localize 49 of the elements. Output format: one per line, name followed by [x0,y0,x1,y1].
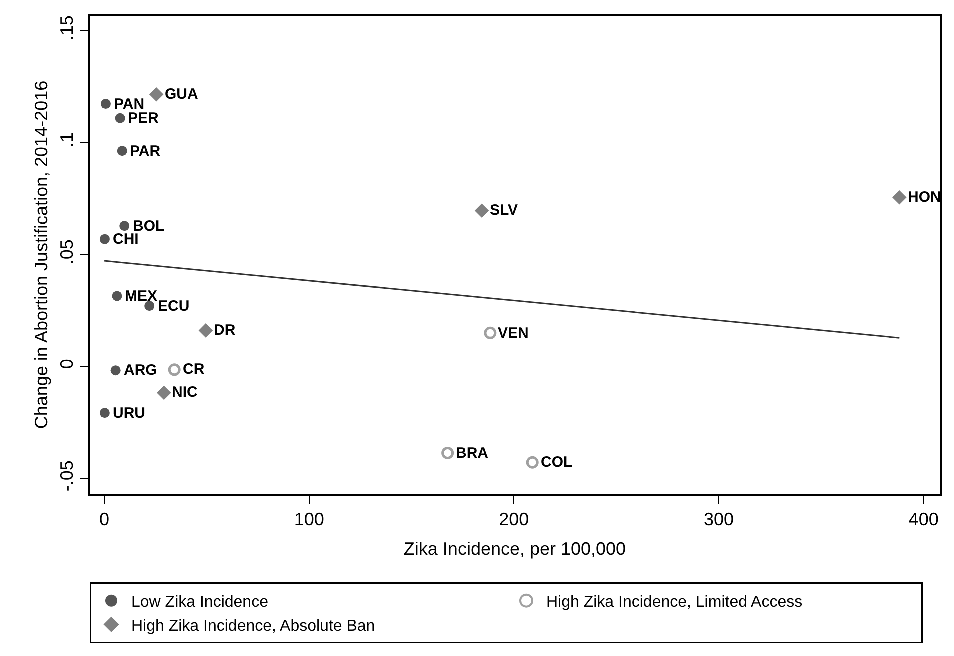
point [100,408,110,418]
point [115,113,126,124]
y-tick-label: .05 [57,240,78,265]
x-tick-label: 100 [294,509,324,530]
y-tick-label: -.05 [57,460,78,492]
annotation: VEN [498,325,529,342]
annotation: ECU [158,298,190,315]
annotation: DR [214,322,236,339]
y-tick-label: .15 [57,16,78,41]
point [168,364,181,376]
point [120,221,130,232]
point [484,326,497,340]
y-tick-label: 0 [57,359,78,370]
point [100,234,110,244]
annotation: URU [113,405,146,422]
x-tick-label: 0 [100,509,110,530]
annotation: BRA [456,445,489,462]
x-tick-label: 400 [908,509,939,530]
point [110,366,121,376]
annotation: GUA [165,86,198,103]
annotation: NIC [172,384,198,401]
point [100,99,111,110]
point [198,324,214,338]
annotation: COL [541,454,573,471]
annotation: PAN [114,96,145,113]
legend-label: High Zika Incidence, Absolute Ban [132,618,376,635]
point [526,456,539,469]
x-axis-title: Zika Incidence, per 100,000 [404,538,626,559]
point [112,291,122,302]
annotation: CR [183,361,205,378]
annotation: PER [128,110,160,127]
point [892,190,907,205]
annotation: HON [908,189,942,206]
y-axis-title: Change in Abortion Justification, 2014-2016 [32,80,52,430]
annotation: SLV [490,202,518,219]
point [474,204,490,218]
annotation: PAR [130,143,161,160]
point [117,146,128,156]
point [442,446,454,460]
legend-label: High Zika Incidence, Limited Access [546,594,803,612]
point [156,386,172,400]
annotation: MEX [125,288,158,305]
y-tick-label: .1 [57,132,78,148]
point [149,87,164,102]
x-tick-label: 300 [704,509,734,530]
point [144,301,155,312]
legend-label: Low Zika Incidence [132,594,269,612]
x-tick-label: 200 [499,509,530,530]
annotation: ARG [124,362,158,379]
